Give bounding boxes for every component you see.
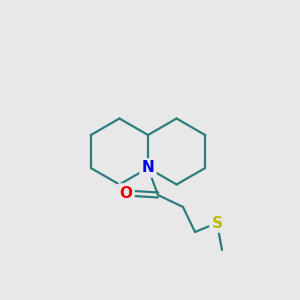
Text: S: S (212, 215, 223, 230)
Text: O: O (119, 185, 133, 200)
Text: N: N (142, 160, 154, 175)
